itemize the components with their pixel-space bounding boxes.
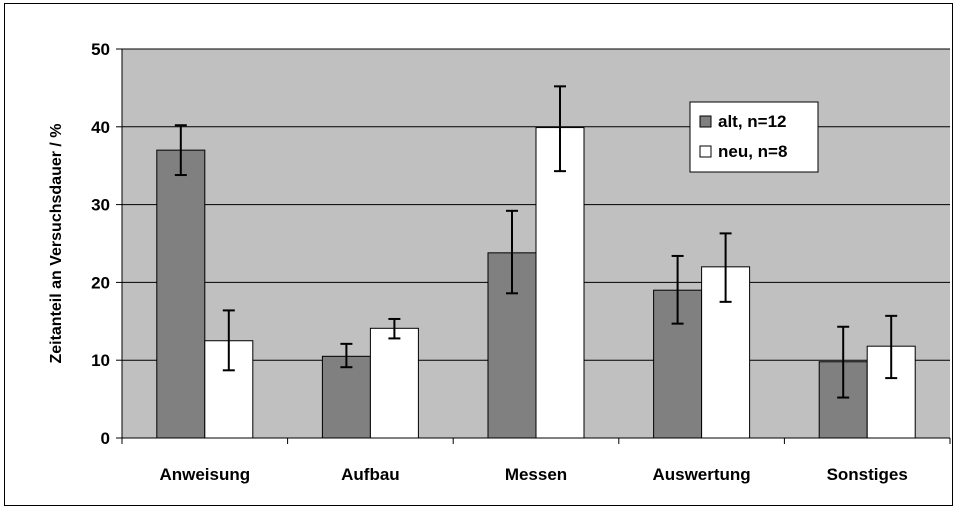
y-tick-label: 10 xyxy=(91,351,110,370)
x-category-label: Anweisung xyxy=(159,465,250,484)
bar-chart: 0 10 20 30 40 50 Anweisung Aufbau Messen Auswert… xyxy=(48,40,951,484)
y-tick-label: 40 xyxy=(91,118,110,137)
y-tick-labels: 0 10 20 30 40 50 xyxy=(91,40,110,448)
bar-alt-anweisung xyxy=(156,149,206,439)
bars xyxy=(156,127,916,439)
y-axis-title: Zeitanteil an Versuchsdauer / % xyxy=(48,123,65,363)
y-tick-label: 50 xyxy=(91,40,110,59)
bar-alt-aufbau xyxy=(321,355,371,439)
legend-label-alt: alt, n=12 xyxy=(718,112,787,131)
error-bars xyxy=(174,85,898,399)
x-category-label: Sonstiges xyxy=(827,465,908,484)
legend-label-neu: neu, n=8 xyxy=(718,142,787,161)
legend: alt, n=12 neu, n=8 xyxy=(689,101,819,173)
x-category-label: Aufbau xyxy=(341,465,400,484)
x-category-label: Messen xyxy=(505,465,567,484)
x-category-label: Auswertung xyxy=(652,465,750,484)
legend-swatch-alt xyxy=(699,115,712,128)
x-category-labels: Anweisung Aufbau Messen Auswertung Sonstiges xyxy=(159,465,907,484)
legend-box xyxy=(689,101,819,173)
legend-swatch-neu xyxy=(699,145,712,158)
y-tick-label: 20 xyxy=(91,273,110,292)
bar-neu-messen xyxy=(535,127,585,439)
chart-frame: 0 10 20 30 40 50 Anweisung Aufbau Messen Auswert… xyxy=(4,3,953,506)
y-tick-label: 0 xyxy=(101,429,110,448)
bar-neu-aufbau xyxy=(369,327,419,439)
y-tick-label: 30 xyxy=(91,196,110,215)
